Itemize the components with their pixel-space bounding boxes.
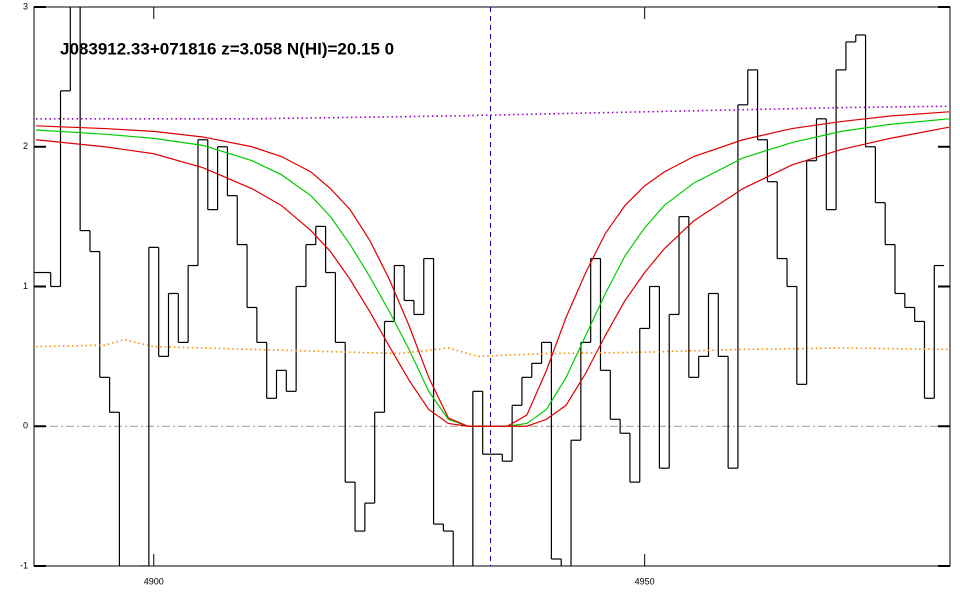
y-tick-label: 3	[23, 1, 28, 11]
y-tick-label: -1	[20, 560, 28, 570]
dotted-curve	[35, 105, 950, 120]
y-tick-label: 2	[23, 141, 28, 151]
model-curve	[35, 118, 950, 427]
x-tick-label: 4900	[144, 576, 164, 586]
chart-title: J083912.33+071816 z=3.058 N(HI)=20.15 0	[60, 39, 394, 58]
dotted-curve	[35, 338, 950, 358]
y-tick-label: 1	[23, 281, 28, 291]
x-tick-label: 4950	[635, 576, 655, 586]
y-tick-label: 0	[23, 421, 28, 431]
plot-area	[34, 7, 950, 566]
model-curve	[35, 126, 950, 427]
plot-frame	[33, 6, 951, 567]
